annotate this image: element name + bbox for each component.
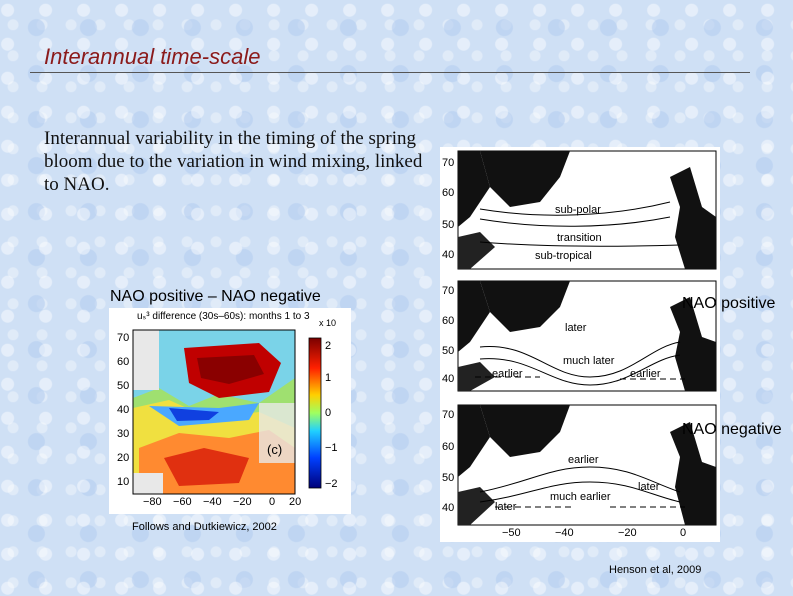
map3-x-tick: −40: [555, 527, 574, 539]
x-tick: −80: [143, 496, 162, 508]
map1-y-tick: 40: [442, 249, 455, 261]
heatmap-graphic: [132, 329, 322, 495]
map3-y-tick: 50: [442, 472, 455, 484]
nao-positive-label: NAO positive: [682, 295, 776, 312]
y-tick: 40: [117, 404, 130, 416]
colorbar-tick: −2: [325, 478, 338, 490]
panel-tag: (c): [267, 442, 283, 457]
map3-x-tick: 0: [680, 527, 687, 539]
heatmap-title: uₛ³ difference (30s–60s): months 1 to 3: [137, 311, 310, 322]
region-label: earlier: [568, 454, 599, 466]
x-tick: 20: [289, 496, 302, 508]
y-tick: 20: [117, 452, 130, 464]
region-label: transition: [557, 232, 602, 244]
body-text: Interannual variability in the timing of…: [44, 128, 423, 195]
colorbar-tick: 1: [325, 372, 332, 384]
map1-y-tick: 70: [442, 157, 455, 169]
left-citation: Follows and Dutkiewicz, 2002: [132, 521, 277, 533]
map3-y-tick: 40: [442, 502, 455, 514]
map2-y-tick: 60: [442, 315, 455, 327]
region-label: earlier: [492, 368, 523, 380]
x-tick: −40: [203, 496, 222, 508]
maps-graphic: [457, 150, 717, 526]
region-label: sub-tropical: [535, 250, 592, 262]
region-label: sub-polar: [555, 204, 601, 216]
title-divider: [30, 72, 750, 73]
map1-y-tick: 60: [442, 187, 455, 199]
colorbar-tick: 0: [325, 407, 332, 419]
map2-y-tick: 40: [442, 373, 455, 385]
y-tick: 70: [117, 332, 130, 344]
slide-title: Interannual time-scale: [44, 44, 261, 69]
right-maps-panel: 70 60 50 40 sub-polar transition sub-tro…: [440, 147, 720, 542]
y-tick: 50: [117, 380, 130, 392]
region-label: earlier: [630, 368, 661, 380]
region-label: later: [638, 481, 660, 493]
colorbar-scale-note: x 10: [319, 318, 337, 328]
region-label: later: [565, 322, 587, 334]
map2-y-tick: 50: [442, 345, 455, 357]
nao-negative-label: NAO negative: [682, 421, 782, 438]
map3-x-tick: −20: [618, 527, 637, 539]
region-label: later: [495, 501, 517, 513]
colorbar-tick: 2: [325, 340, 332, 352]
map1-y-tick: 50: [442, 219, 455, 231]
x-tick: −20: [233, 496, 252, 508]
region-label: much later: [563, 355, 615, 367]
left-heatmap-panel: uₛ³ difference (30s–60s): months 1 to 3 …: [109, 308, 351, 514]
map3-y-tick: 70: [442, 409, 455, 421]
colorbar-tick: −1: [325, 442, 338, 454]
x-tick: 0: [269, 496, 276, 508]
map3-x-tick: −50: [502, 527, 521, 539]
y-tick: 10: [117, 476, 130, 488]
right-citation: Henson et al, 2009: [609, 564, 702, 576]
map2-y-tick: 70: [442, 285, 455, 297]
region-label: much earlier: [550, 491, 611, 503]
left-figure-label: NAO positive – NAO negative: [110, 288, 321, 305]
y-tick: 30: [117, 428, 130, 440]
x-tick: −60: [173, 496, 192, 508]
y-tick: 60: [117, 356, 130, 368]
map3-y-tick: 60: [442, 441, 455, 453]
